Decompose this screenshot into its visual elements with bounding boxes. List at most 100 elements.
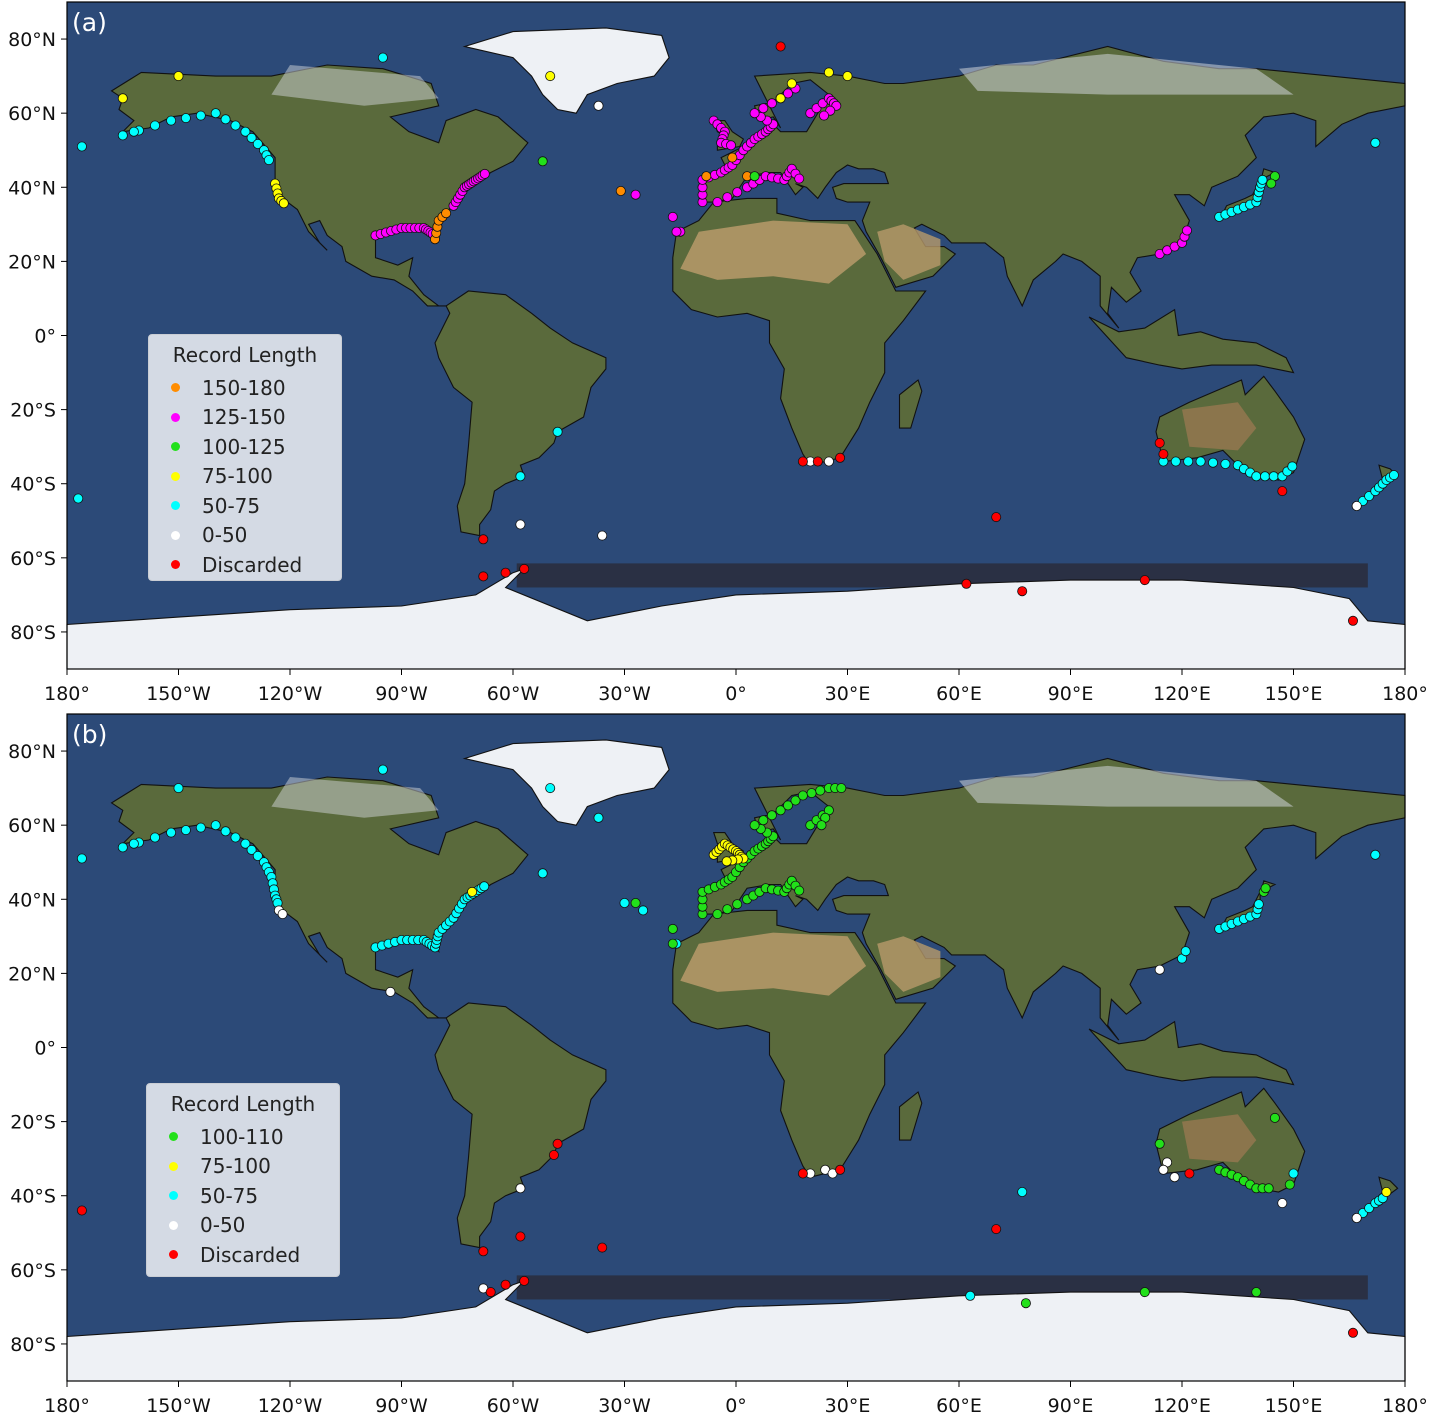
station-marker <box>816 820 827 831</box>
station-marker <box>619 897 630 908</box>
station-marker <box>552 1138 563 1149</box>
station-marker <box>263 155 274 166</box>
station-marker <box>385 986 396 997</box>
station-marker <box>240 838 251 849</box>
legend-label: 100-125 <box>202 434 286 459</box>
lat-tick-label: 80°N <box>8 741 56 763</box>
arabia-tint <box>877 224 941 280</box>
station-marker <box>1269 1112 1280 1123</box>
legend-item: Discarded <box>149 550 341 580</box>
lon-tick-label: 120°W <box>258 1395 323 1417</box>
station-marker <box>478 534 489 545</box>
station-marker <box>1284 1179 1295 1190</box>
station-marker <box>537 156 548 167</box>
madagascar-landmass <box>898 1091 923 1141</box>
station-marker <box>749 171 760 182</box>
lon-tick-label: 60°E <box>936 1395 982 1417</box>
station-marker <box>515 519 526 530</box>
station-marker <box>712 197 723 208</box>
legend-label: 125-150 <box>202 405 286 430</box>
lon-tick-label: 180° <box>1382 683 1428 705</box>
station-marker <box>76 1205 87 1216</box>
station-marker <box>76 853 87 864</box>
station-marker <box>1158 1164 1169 1175</box>
lat-tick-label: 20°S <box>10 1112 56 1134</box>
station-marker <box>479 168 490 179</box>
station-marker <box>195 822 206 833</box>
station-marker <box>797 790 808 801</box>
legend-marker-icon <box>169 1191 178 1201</box>
australia-desert-tint <box>1182 1114 1257 1163</box>
greenland-landmass <box>462 27 670 114</box>
indonesia-landmass <box>1088 1020 1295 1086</box>
station-marker <box>1154 1138 1165 1149</box>
lat-tick-label: 80°S <box>10 1334 56 1356</box>
legend-marker-icon <box>169 1220 178 1230</box>
station-marker <box>823 67 834 78</box>
station-marker <box>593 812 604 823</box>
station-marker <box>1388 470 1399 481</box>
legend-item: 100-125 <box>149 432 341 462</box>
station-marker <box>794 885 805 896</box>
station-marker <box>478 571 489 582</box>
legend-marker-icon <box>169 1161 178 1171</box>
lat-tick-label: 20°N <box>8 251 56 273</box>
station-marker <box>638 905 649 916</box>
station-marker <box>836 783 847 794</box>
station-marker <box>965 1290 976 1301</box>
legend-marker-icon <box>169 1132 178 1142</box>
map-b: 180° 150°W 120°W 90°W 60°W 30°W 0° 30°E 60°E 90°E… <box>8 713 1428 1417</box>
lon-tick-label: 30°E <box>825 683 871 705</box>
station-marker <box>500 567 511 578</box>
station-marker <box>775 805 786 816</box>
station-marker <box>552 426 563 437</box>
station-marker <box>73 493 84 504</box>
station-marker <box>797 1168 808 1179</box>
station-marker <box>806 788 817 799</box>
legend-item: 75-100 <box>147 1152 339 1182</box>
station-marker <box>478 1246 489 1257</box>
station-marker <box>790 795 801 806</box>
legend-label: 0-50 <box>200 1213 246 1238</box>
station-marker <box>246 132 257 143</box>
antarctica-landmass <box>66 568 1406 670</box>
legend-label: 75-100 <box>200 1154 271 1179</box>
legend-item: 0-50 <box>147 1211 339 1241</box>
legend-label: 150-180 <box>202 375 286 400</box>
station-marker <box>1017 586 1028 597</box>
station-marker <box>277 909 288 920</box>
station-marker <box>1257 174 1268 185</box>
station-marker <box>1260 471 1271 482</box>
legend-label: 75-100 <box>202 464 273 489</box>
station-marker <box>467 886 478 897</box>
station-marker <box>1139 575 1150 586</box>
station-marker <box>117 842 128 853</box>
legend-b: Record Length 100-110 75-100 50-75 0-50 Disc… <box>146 1083 340 1277</box>
station-marker <box>766 98 777 109</box>
lat-tick-label: 60°S <box>10 548 56 570</box>
station-marker <box>377 52 388 63</box>
station-marker <box>1158 449 1169 460</box>
legend-marker-icon <box>171 560 180 570</box>
legend-item: Discarded <box>147 1240 339 1270</box>
lat-tick-label: 60°N <box>8 815 56 837</box>
panel-label: (b) <box>72 720 107 749</box>
lon-tick-label: 120°W <box>258 683 323 705</box>
station-marker <box>597 1242 608 1253</box>
siberia-snow-tint <box>959 53 1294 95</box>
legend-a: Record Length 150-180 125-150 100-125 75-10… <box>148 334 342 581</box>
station-marker <box>775 93 786 104</box>
station-marker <box>1351 500 1362 511</box>
lat-tick-label: 20°S <box>10 400 56 422</box>
station-marker <box>775 41 786 52</box>
station-marker <box>812 456 823 467</box>
legend-item: 125-150 <box>149 403 341 433</box>
station-marker <box>149 832 160 843</box>
legend-label: 50-75 <box>200 1183 259 1208</box>
lon-tick-label: 120°E <box>1153 1395 1211 1417</box>
samerica-landmass <box>434 1002 607 1249</box>
station-marker <box>230 832 241 843</box>
lon-tick-label: 90°W <box>375 1395 428 1417</box>
legend-title: Record Length <box>172 343 318 367</box>
legend-label: 0-50 <box>202 523 248 548</box>
